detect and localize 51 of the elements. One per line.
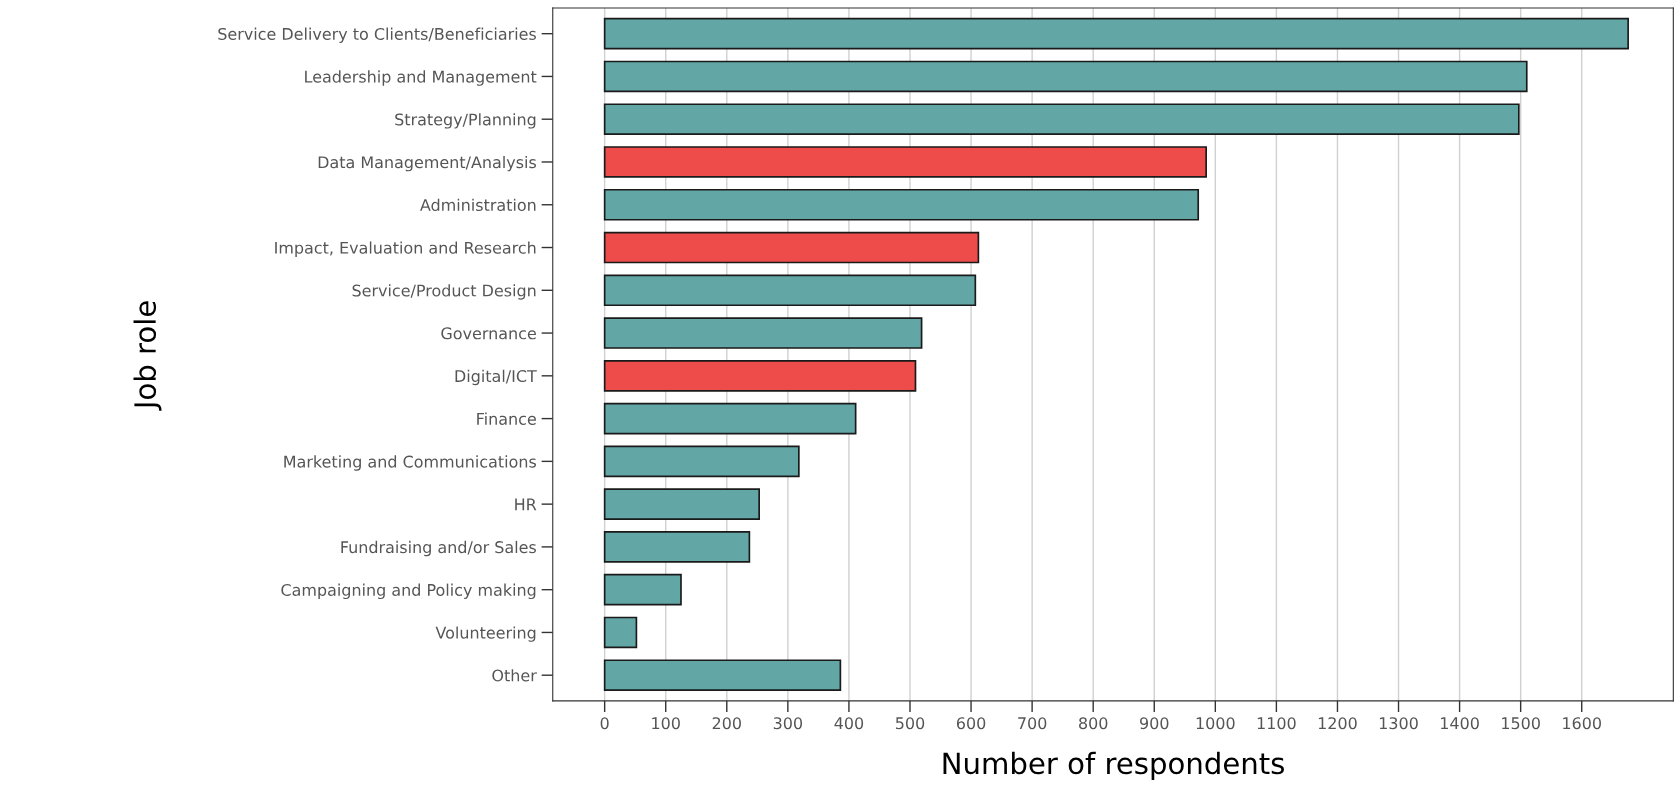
x-tick-label: 1600 <box>1563 717 1601 730</box>
y-tick-label: Governance <box>441 327 536 340</box>
y-tick-label: Impact, Evaluation and Research <box>275 241 536 257</box>
bar <box>603 146 1207 178</box>
x-tick-label: 1000 <box>1196 717 1235 730</box>
y-tick-label: Leadership and Management <box>305 70 537 86</box>
bar <box>603 616 638 649</box>
bar <box>603 103 1520 136</box>
x-tick-label: 1300 <box>1379 717 1418 730</box>
y-tick-label: Data Management/Analysis <box>318 155 536 172</box>
bar <box>603 17 1629 50</box>
x-tick-label: 300 <box>773 717 803 730</box>
x-tick-label: 100 <box>652 717 680 730</box>
y-tick-label: Campaigning and Policy making <box>281 583 536 600</box>
bar <box>603 531 751 563</box>
y-tick-label: Marketing and Communications <box>284 455 536 471</box>
x-tick-label: 1200 <box>1318 717 1357 730</box>
y-tick-label: Finance <box>477 412 536 425</box>
x-tick-label: 900 <box>1140 717 1169 730</box>
x-axis-title: Number of respondents <box>943 751 1284 780</box>
x-tick-label: 800 <box>1079 717 1108 730</box>
y-tick-label: HR <box>515 498 537 511</box>
y-tick-label: Administration <box>420 198 536 212</box>
bar <box>603 231 980 264</box>
y-tick-label: Service Delivery to Clients/Beneficiaries <box>218 27 536 44</box>
y-tick-label: Volunteering <box>435 626 536 642</box>
bar <box>603 402 857 435</box>
y-tick-label: Digital/ICT <box>455 369 537 386</box>
bar <box>603 274 977 307</box>
x-tick-label: 700 <box>1018 717 1047 730</box>
x-tick-label: 200 <box>712 717 741 730</box>
bar <box>603 488 760 520</box>
x-tick-label: 1100 <box>1257 717 1296 730</box>
y-tick-label: Fundraising and/or Sales <box>341 540 536 557</box>
y-tick-label: Service/Product Design <box>352 284 536 300</box>
x-tick-label: 1400 <box>1441 717 1479 730</box>
y-tick-label: Other <box>492 669 537 682</box>
x-tick-label: 600 <box>956 717 986 730</box>
x-tick-label: 500 <box>895 717 925 730</box>
bar <box>603 60 1528 93</box>
bar <box>603 317 923 349</box>
y-axis-title: Job role <box>133 301 162 411</box>
bar <box>603 659 842 692</box>
bar <box>603 573 682 606</box>
y-tick-label: Strategy/Planning <box>395 113 536 129</box>
x-tick-label: 0 <box>600 717 609 730</box>
x-tick-label: 400 <box>834 717 864 730</box>
bar <box>603 445 800 478</box>
bar <box>603 360 917 392</box>
bar <box>603 188 1200 221</box>
x-tick-label: 1500 <box>1502 717 1540 730</box>
